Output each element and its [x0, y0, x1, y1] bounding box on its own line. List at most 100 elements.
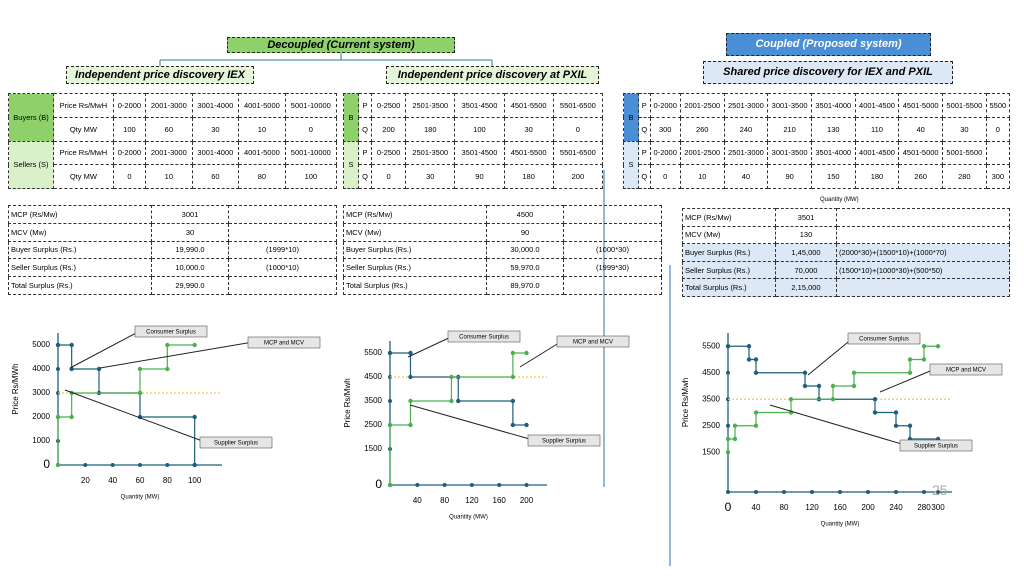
- x-tick: [524, 483, 529, 487]
- price-cell: 5001-10000: [284, 140, 338, 166]
- row-label: P: [638, 140, 651, 166]
- callout-pointer: [807, 337, 854, 376]
- row-label: Price Rs/MwH: [53, 93, 114, 118]
- callout-pointer: [769, 404, 906, 446]
- price-cell: 3001-3500: [767, 93, 812, 118]
- qty-cell: 130: [810, 116, 856, 142]
- point: [192, 414, 197, 420]
- price-cell: 3001-3500: [767, 140, 812, 166]
- step-line: [728, 345, 938, 440]
- qty-cell: 0: [284, 116, 338, 142]
- point: [851, 383, 857, 389]
- x-tick-label: 280: [917, 503, 931, 512]
- page-number: 25: [932, 482, 948, 498]
- callout-pointer: [519, 340, 563, 368]
- callout-box: [899, 439, 973, 452]
- y-tick-label: 1500: [364, 444, 382, 453]
- qty-cell: 30: [191, 116, 240, 142]
- metric-label: Total Surplus (Rs.): [682, 278, 776, 297]
- point: [165, 342, 170, 348]
- price-cell: 4001-4500: [854, 93, 900, 118]
- qty-cell: 30: [942, 116, 987, 142]
- qty-cell: 10: [145, 164, 193, 189]
- row-label: Q: [357, 164, 373, 189]
- decoupled-header: Decoupled (Current system): [227, 37, 455, 53]
- metric-value: 30: [151, 222, 229, 242]
- x-tick: [726, 490, 730, 494]
- metric-value: 4500: [486, 205, 564, 224]
- qty-cell: 300: [985, 164, 1011, 189]
- table-row: B P 0-2500 2501-3500 3501-4500 4501-5500 5501-…: [343, 93, 604, 142]
- x-tick: [138, 463, 142, 467]
- group-label: Sellers (S): [8, 140, 54, 189]
- tree-connector: [159, 52, 493, 66]
- callout-text: Supplier Surplus: [914, 444, 958, 450]
- point: [55, 342, 61, 348]
- qty-cell: 0: [112, 164, 147, 189]
- table-row: S P 0-2000 2001-2500 2501-3000 3001-3500 3501-…: [623, 140, 1011, 189]
- price-cell: 0-2000: [649, 140, 681, 166]
- qty-cell: 180: [503, 164, 554, 189]
- table-row: MCP (Rs/Mw) 4500: [343, 205, 662, 224]
- x-tick-label: 120: [805, 503, 819, 512]
- callout-box: [247, 336, 321, 349]
- point: [387, 422, 393, 428]
- y-tick-label: 5500: [702, 341, 720, 350]
- y-tick-label: 5500: [364, 348, 382, 357]
- quantity-note: Quantity (MW): [820, 197, 859, 203]
- point: [753, 370, 759, 375]
- y-tick-label: 2500: [702, 421, 720, 430]
- x-tick-label: 20: [81, 476, 90, 485]
- price-cell: 2501-3500: [405, 140, 456, 166]
- x-tick-label: 40: [108, 476, 117, 485]
- price-cell: 3501-4500: [454, 140, 505, 166]
- table-row: Buyers (B) Price Rs/MwH 0-2000 2001-3000 300…: [8, 93, 338, 142]
- point: [192, 462, 197, 468]
- point: [387, 482, 393, 488]
- x-tick-label: 0: [725, 500, 732, 514]
- y-tick: [56, 367, 60, 371]
- table-row: Seller Surplus (Rs.) 70,000 (1500*10)+(100…: [682, 260, 1010, 280]
- price-cell: 3001-4000: [191, 140, 240, 166]
- price-cell: 5500: [985, 93, 1011, 118]
- metric-value: (2000*30)+(1500*10)+(1000*70): [836, 243, 1010, 262]
- point: [408, 422, 413, 428]
- x-tick: [922, 490, 926, 494]
- row-label: P: [638, 93, 651, 118]
- price-cell: 4501-5500: [503, 140, 554, 166]
- point: [753, 357, 759, 362]
- result-table: MCP (Rs/Mw) 3001 MCV (Mw) 30 Buyer Surplus (…: [8, 205, 337, 295]
- table-row: Buyer Surplus (Rs.) 1,45,000 (2000*30)+(15…: [682, 243, 1010, 262]
- price-cell: 2001-2500: [679, 140, 725, 166]
- x-tick: [497, 483, 502, 487]
- price-cell: 0-2500: [371, 93, 407, 118]
- point: [788, 397, 794, 402]
- group-label: B: [343, 93, 359, 142]
- x-tick: [415, 483, 420, 487]
- callout-text: Consumer Surplus: [459, 335, 509, 341]
- point: [732, 423, 738, 428]
- price-cell: 2001-2500: [679, 93, 725, 118]
- metric-label: MCV (Mw): [8, 222, 152, 242]
- callout-text: Consumer Surplus: [146, 330, 196, 336]
- price-cell: [985, 140, 1011, 166]
- point: [921, 344, 927, 349]
- callout-box: [134, 325, 208, 338]
- qty-cell: 210: [767, 116, 812, 142]
- metric-label: MCV (Mw): [343, 222, 487, 242]
- table-row: MCP (Rs/Mw) 3001: [8, 205, 337, 224]
- price-cell: 4501-5000: [898, 93, 944, 118]
- x-tick: [838, 490, 842, 494]
- metric-label: Buyer Surplus (Rs.): [8, 240, 152, 260]
- metric-value: [563, 276, 662, 295]
- table-row: Qty MW 0 10 60 80 100: [9, 164, 338, 189]
- table-row: MCV (Mw) 90: [343, 222, 662, 242]
- row-label: Q: [638, 164, 651, 189]
- table-row: MCV (Mw) 130: [682, 225, 1010, 245]
- table-row: Qty MW 100 60 30 10 0: [9, 116, 338, 142]
- table-row: Seller Surplus (Rs.) 59,970.0 (1999*30): [343, 258, 662, 278]
- qty-cell: 100: [284, 164, 338, 189]
- x-tick-label: 40: [413, 496, 422, 505]
- price-cell: 2001-3000: [145, 93, 193, 118]
